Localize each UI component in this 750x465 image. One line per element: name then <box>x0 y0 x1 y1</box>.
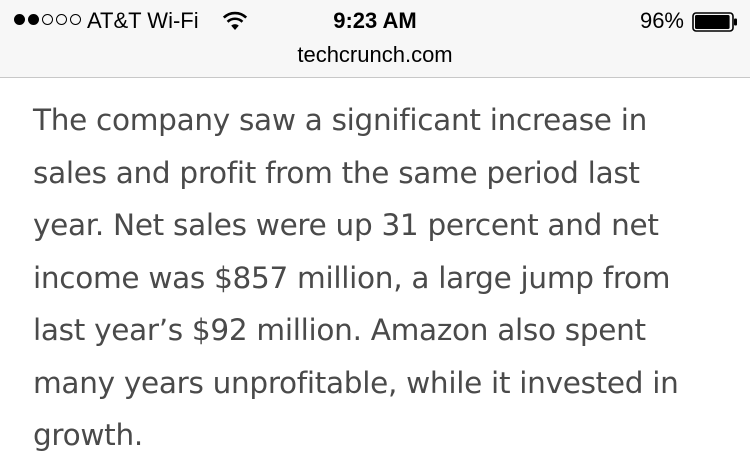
status-bar: AT&T Wi-Fi 9:23 AM 96% <box>0 6 750 36</box>
signal-dot <box>70 14 81 25</box>
battery-icon <box>692 12 737 32</box>
wifi-icon <box>222 11 248 30</box>
browser-chrome: AT&T Wi-Fi 9:23 AM 96% techcrunch.com <box>0 0 750 78</box>
signal-dot <box>42 14 53 25</box>
signal-strength-icon <box>14 14 81 25</box>
battery-fill <box>695 15 730 29</box>
article-paragraph: The company saw a significant increase i… <box>33 103 679 452</box>
signal-dot <box>14 14 25 25</box>
battery-percent: 96% <box>639 8 684 33</box>
clock: 9:23 AM <box>333 8 417 33</box>
signal-dot <box>56 14 67 25</box>
signal-dot <box>28 14 39 25</box>
address-bar-url[interactable]: techcrunch.com <box>297 42 453 67</box>
carrier-label: AT&T Wi-Fi <box>87 8 199 33</box>
